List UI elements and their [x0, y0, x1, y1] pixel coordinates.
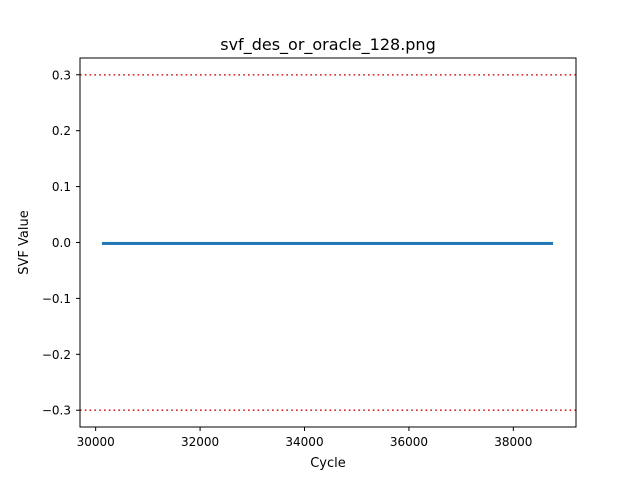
- y-tick-label: −0.1: [42, 292, 71, 306]
- x-axis-label: Cycle: [310, 456, 346, 471]
- x-tick-label: 38000: [494, 435, 532, 449]
- plot-area: [80, 73, 576, 412]
- y-tick-label: −0.3: [42, 404, 71, 418]
- x-tick-label: 36000: [390, 435, 428, 449]
- y-tick-label: 0.3: [52, 68, 71, 82]
- y-tick-label: 0.2: [52, 124, 71, 138]
- y-tick-label: 0.0: [52, 236, 71, 250]
- chart-title: svf_des_or_oracle_128.png: [220, 35, 435, 55]
- x-tick-label: 30000: [77, 435, 115, 449]
- y-axis: −0.3 −0.2 −0.1 0.0 0.1 0.2 0.3: [42, 68, 80, 418]
- x-axis: 30000 32000 34000 36000 38000: [77, 427, 532, 449]
- y-tick-label: 0.1: [52, 180, 71, 194]
- series-band-0: [101, 241, 554, 245]
- x-tick-label: 34000: [285, 435, 323, 449]
- y-tick-label: −0.2: [42, 348, 71, 362]
- x-tick-label: 32000: [181, 435, 219, 449]
- y-axis-label: SVF Value: [17, 210, 32, 274]
